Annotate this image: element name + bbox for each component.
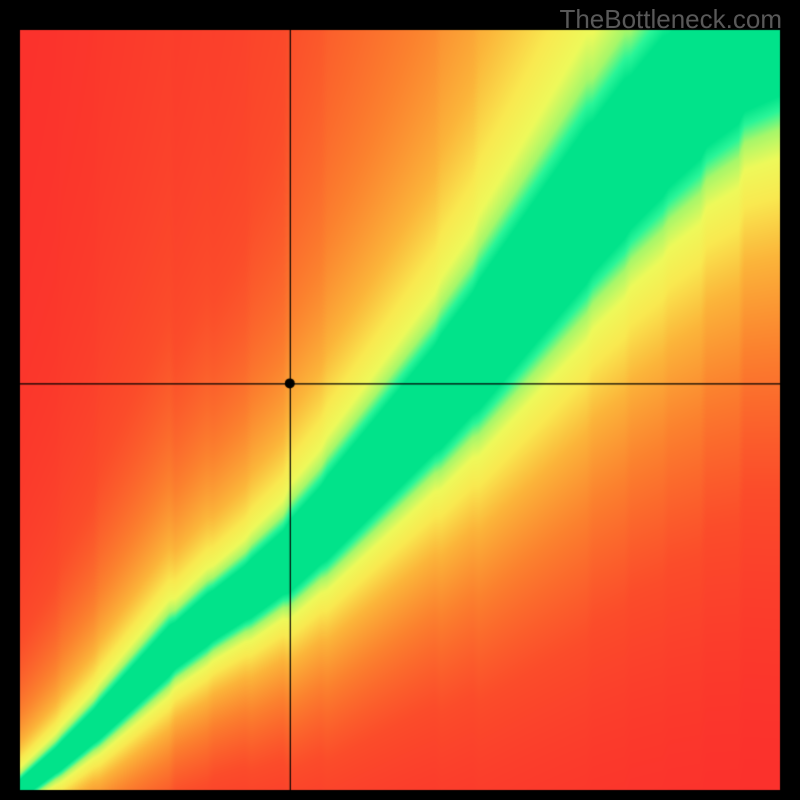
watermark-text: TheBottleneck.com bbox=[559, 4, 782, 35]
heatmap-canvas bbox=[0, 0, 800, 800]
chart-container: TheBottleneck.com bbox=[0, 0, 800, 800]
